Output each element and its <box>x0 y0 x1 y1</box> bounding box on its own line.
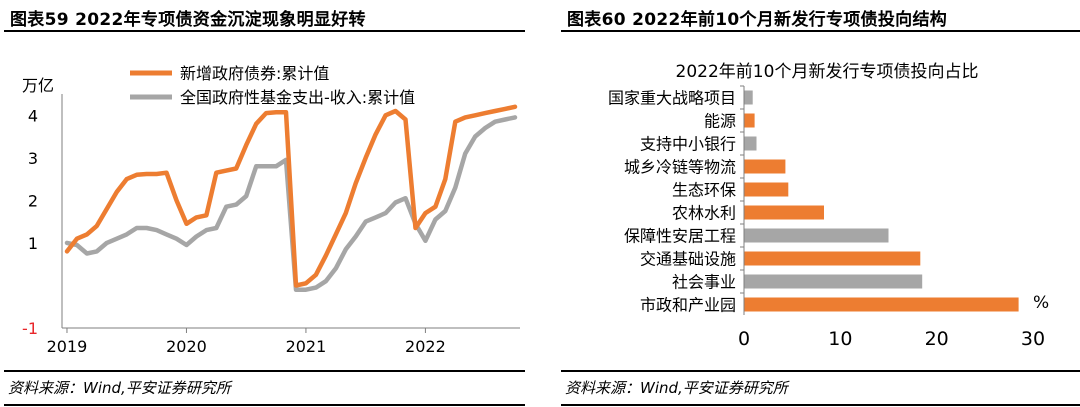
left-figure-header: 图表59 2022年专项债资金沉淀现象明显好转 <box>4 0 525 32</box>
right-figure-header: 图表60 2022年前10个月新发行专项债投向结构 <box>561 0 1080 32</box>
series-line-new-government-bonds <box>64 104 518 288</box>
right-chart-panel: 图表60 2022年前10个月新发行专项债投向结构 2022年前10个月新发行专… <box>557 0 1080 407</box>
bar <box>744 136 757 151</box>
category-label: 市政和产业园 <box>640 296 736 315</box>
legend: 新增政府债券:累计值 全国政府性基金支出-收入:累计值 <box>130 64 415 107</box>
right-source-text: 资料来源：Wind,平安证券研究所 <box>565 379 788 397</box>
y-tick-label: 1 <box>28 234 38 253</box>
bar <box>744 159 786 174</box>
x-tick-label: 0 <box>738 328 750 350</box>
category-label: 生态环保 <box>672 181 736 200</box>
category-label: 交通基础设施 <box>640 250 736 269</box>
category-label: 保障性安居工程 <box>624 227 736 246</box>
category-label: 能源 <box>704 112 736 131</box>
bar <box>744 113 755 128</box>
category-label: 支持中小银行 <box>640 135 736 154</box>
line-chart: 万亿 -1 1 2 3 4 2019 2020 2021 2022 新增政府债券:累计值 全国… <box>22 64 520 356</box>
y-tick-label: 2 <box>28 191 38 210</box>
x-tick-label: 2020 <box>166 337 207 356</box>
x-tick-label: 10 <box>828 328 852 350</box>
bar <box>744 182 789 197</box>
legend-label-new-bonds: 新增政府债券:累计值 <box>180 64 329 83</box>
category-label: 国家重大战略项目 <box>608 89 736 108</box>
unit-label: % <box>1033 293 1049 313</box>
right-figure-title: 图表60 2022年前10个月新发行专项债投向结构 <box>567 10 948 30</box>
x-tick-label: 30 <box>1021 328 1045 350</box>
bar <box>744 251 921 266</box>
y-tick-label: -1 <box>22 319 38 338</box>
category-label: 社会事业 <box>672 273 736 292</box>
left-chart-panel: 图表59 2022年专项债资金沉淀现象明显好转 万亿 -1 1 2 3 4 2019 20… <box>0 0 525 407</box>
chart-title: 2022年前10个月新发行专项债投向占比 <box>676 62 979 82</box>
x-tick-label: 20 <box>925 328 949 350</box>
bar <box>744 90 753 105</box>
y-tick-label: 4 <box>28 106 38 125</box>
bar <box>744 297 1019 312</box>
right-source-bar: 资料来源：Wind,平安证券研究所 <box>561 370 1080 406</box>
left-source-text: 资料来源：Wind,平安证券研究所 <box>8 379 231 397</box>
legend-label-fund-gap: 全国政府性基金支出-收入:累计值 <box>180 88 415 107</box>
category-label: 城乡冷链等物流 <box>624 158 736 177</box>
y-axis-unit-label: 万亿 <box>22 76 54 95</box>
bar-chart: 2022年前10个月新发行专项债投向占比 国家重大战略项目能源支持中小银行城乡冷… <box>608 62 1049 350</box>
bar <box>744 205 824 220</box>
x-tick-label: 2022 <box>405 337 446 356</box>
x-tick-label: 2021 <box>286 337 327 356</box>
x-tick-label: 2019 <box>47 337 88 356</box>
left-source-bar: 资料来源：Wind,平安证券研究所 <box>4 370 525 406</box>
bar <box>744 228 889 243</box>
left-figure-title: 图表59 2022年专项债资金沉淀现象明显好转 <box>10 10 366 30</box>
category-label: 农林水利 <box>672 204 736 223</box>
bar <box>744 274 923 289</box>
y-tick-label: 3 <box>28 149 38 168</box>
